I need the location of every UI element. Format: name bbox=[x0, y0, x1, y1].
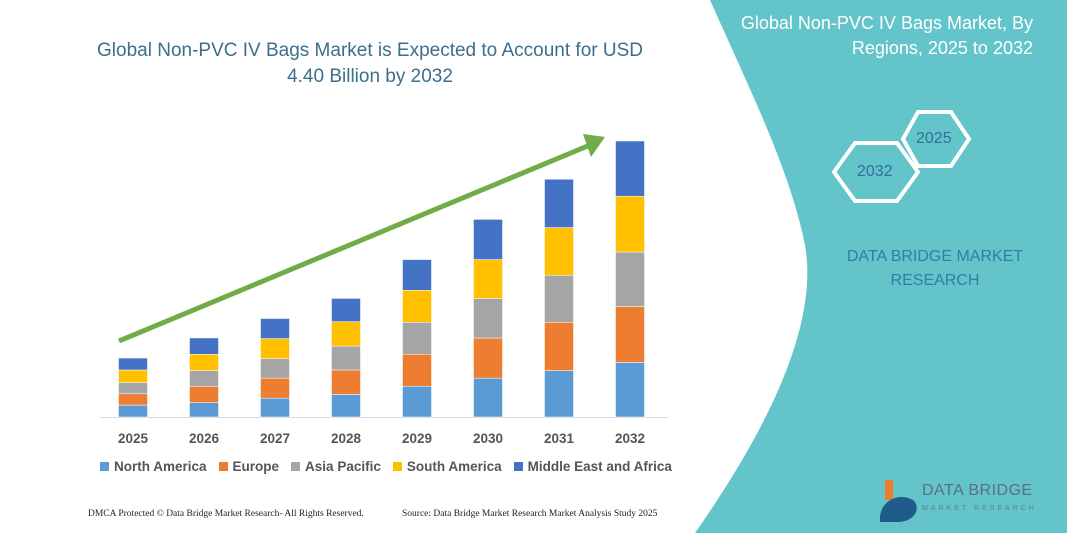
bar-segment-europe-2032 bbox=[615, 306, 645, 363]
bar-segment-asia-pacific-2031 bbox=[544, 274, 574, 323]
bar-segment-middle-east-and-africa-2030 bbox=[473, 219, 503, 260]
bar-segment-middle-east-and-africa-2032 bbox=[615, 140, 645, 197]
bar-segment-asia-pacific-2030 bbox=[473, 298, 503, 339]
x-tick-label: 2025 bbox=[118, 431, 149, 446]
bar-segment-north-america-2028 bbox=[331, 394, 361, 418]
bar-segment-north-america-2031 bbox=[544, 370, 574, 418]
legend-label: South America bbox=[406, 459, 502, 474]
chart-title: Global Non-PVC IV Bags Market is Expecte… bbox=[97, 40, 643, 87]
bar-segment-south-america-2030 bbox=[473, 259, 503, 299]
bar-segment-asia-pacific-2032 bbox=[615, 251, 645, 307]
legend-label: Europe bbox=[232, 459, 280, 474]
bar-segment-middle-east-and-africa-2031 bbox=[544, 179, 574, 228]
x-tick-label: 2030 bbox=[473, 431, 503, 446]
legend-item: Europe bbox=[218, 459, 280, 474]
bar-segment-asia-pacific-2028 bbox=[331, 345, 361, 371]
legend-swatch bbox=[100, 462, 109, 471]
legend-item: Asia Pacific bbox=[291, 459, 381, 474]
legend-swatch bbox=[392, 462, 402, 471]
bar-segment-south-america-2029 bbox=[402, 290, 432, 323]
bar-segment-middle-east-and-africa-2026 bbox=[189, 337, 219, 355]
trend-arrow-head bbox=[583, 134, 605, 157]
legend-swatch bbox=[218, 462, 228, 471]
source-note: Source: Data Bridge Market Research Mark… bbox=[402, 509, 658, 519]
legend-item: North America bbox=[100, 459, 207, 474]
bar-segment-north-america-2030 bbox=[473, 377, 503, 418]
trend-arrow-line bbox=[118, 142, 591, 344]
x-tick-label: 2029 bbox=[402, 431, 432, 446]
x-tick-label: 2026 bbox=[189, 431, 220, 446]
hex-label-2032: 2032 bbox=[857, 163, 893, 180]
legend-swatch bbox=[291, 462, 301, 471]
bar-segment-europe-2027 bbox=[260, 377, 290, 399]
logo-text: DATA BRIDGE bbox=[922, 482, 1033, 499]
bar-segment-middle-east-and-africa-2028 bbox=[331, 298, 361, 322]
dmca-notice: DMCA Protected © Data Bridge Market Rese… bbox=[88, 509, 364, 519]
bar-segment-asia-pacific-2029 bbox=[402, 322, 432, 355]
bar-segment-south-america-2027 bbox=[260, 338, 290, 359]
x-tick-label: 2027 bbox=[260, 431, 290, 446]
logo-subtext: MARKET RESEARCH bbox=[922, 505, 1037, 512]
bar-segment-south-america-2025 bbox=[118, 369, 148, 383]
x-tick-label: 2031 bbox=[544, 431, 575, 446]
bar-segment-south-america-2031 bbox=[544, 227, 574, 276]
bar-segment-north-america-2027 bbox=[260, 397, 290, 418]
bar-segment-asia-pacific-2025 bbox=[118, 382, 148, 395]
side-panel bbox=[695, 0, 1067, 533]
bar-segment-europe-2030 bbox=[473, 337, 503, 379]
bar-segment-asia-pacific-2027 bbox=[260, 358, 290, 379]
bar-segment-europe-2029 bbox=[402, 354, 432, 387]
bar-segment-north-america-2026 bbox=[189, 402, 219, 418]
bar-segment-north-america-2032 bbox=[615, 362, 645, 418]
x-tick-label: 2032 bbox=[615, 431, 645, 446]
bar-segment-europe-2031 bbox=[544, 322, 574, 371]
logo-icon bbox=[879, 480, 917, 522]
legend-label: North America bbox=[114, 459, 207, 474]
bar-segment-south-america-2026 bbox=[189, 354, 219, 371]
brand-text: DATA BRIDGE MARKET RESEARCH bbox=[846, 248, 1024, 289]
bar-segment-middle-east-and-africa-2025 bbox=[118, 357, 148, 371]
legend-item: South America bbox=[392, 459, 502, 474]
bar-segment-asia-pacific-2026 bbox=[189, 370, 219, 387]
legend-label: Asia Pacific bbox=[305, 459, 381, 474]
bar-segment-europe-2025 bbox=[118, 393, 148, 406]
legend-item: Middle East and Africa bbox=[513, 459, 672, 474]
bar-segment-north-america-2029 bbox=[402, 386, 432, 418]
side-title: Global Non-PVC IV Bags Market, By Region… bbox=[740, 13, 1033, 58]
chart: 2025 2026 2027 2028 2029 2030 2031 2032 bbox=[100, 134, 668, 446]
x-tick-label: 2028 bbox=[331, 431, 362, 446]
hex-label-2025: 2025 bbox=[916, 130, 952, 147]
hexagon-2025 bbox=[900, 110, 972, 168]
legend-label: Middle East and Africa bbox=[527, 459, 672, 474]
bar-segment-south-america-2032 bbox=[615, 195, 645, 253]
bar-segment-europe-2026 bbox=[189, 386, 219, 403]
bar-segment-south-america-2028 bbox=[331, 321, 361, 347]
bar-segment-north-america-2025 bbox=[118, 404, 148, 418]
bar-segment-europe-2028 bbox=[331, 369, 361, 395]
legend-swatch bbox=[513, 462, 523, 471]
bar-segment-middle-east-and-africa-2029 bbox=[402, 259, 432, 291]
hexagon-2032 bbox=[831, 141, 921, 203]
legend: North America Europe Asia Pacific South … bbox=[100, 459, 672, 474]
bar-segment-middle-east-and-africa-2027 bbox=[260, 318, 290, 339]
